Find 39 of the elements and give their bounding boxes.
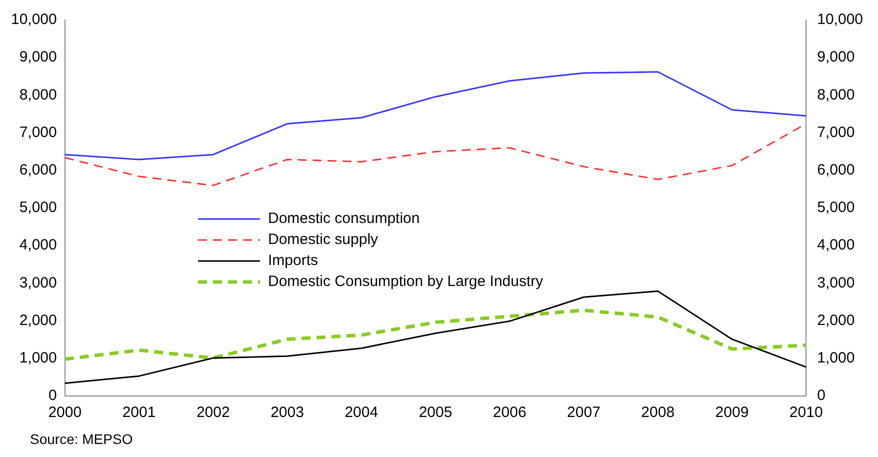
y2-tick-label: 5,000 [817,199,855,216]
y-tick-label: 1,000 [19,350,57,367]
x-tick-label: 2009 [715,404,749,422]
x-tick-label: 2008 [641,404,675,422]
y2-tick-label: 1,000 [817,350,855,367]
x-tick-label: 2000 [48,404,82,422]
y2-tick-label: 3,000 [817,274,855,292]
x-tick-label: 2003 [270,404,304,422]
y2-tick-label: 0 [817,387,826,404]
y-tick-label: 2,000 [19,312,57,329]
y2-tick-label: 4,000 [817,236,855,254]
y2-tick-label: 8,000 [817,86,855,104]
y-tick-label: 3,000 [19,274,57,292]
x-tick-label: 2002 [196,404,230,422]
x-tick-label: 2007 [567,404,600,422]
legend-label: Domestic supply [268,230,378,250]
x-tick-label: 2001 [122,404,156,422]
line-series [63,308,808,361]
y2-tick-label: 7,000 [817,124,855,141]
y2-tick-label: 9,000 [817,48,855,66]
x-tick-label: 2006 [492,404,526,422]
x-tick-label: 2004 [344,404,378,422]
y2-tick-label: 10,000 [817,11,864,28]
legend-label: Domestic Consumption by Large Industry [268,272,544,292]
x-tick-label: 2005 [418,404,452,422]
y-tick-label: 5,000 [19,199,57,216]
y2-tick-label: 2,000 [817,312,855,329]
source-note: Source: MEPSO [30,431,133,447]
x-tick-label: 2010 [789,404,823,422]
y-tick-label: 9,000 [19,48,57,66]
y-tick-label: 4,000 [19,236,57,254]
legend-label: Domestic consumption [268,209,420,229]
y-tick-label: 7,000 [19,124,57,141]
legend-label: Imports [268,251,318,271]
y-tick-label: 6,000 [19,162,57,179]
y-tick-label: 10,000 [10,11,57,28]
y-tick-label: 0 [48,387,57,404]
y2-tick-label: 6,000 [817,162,855,179]
y-tick-label: 8,000 [19,86,57,104]
